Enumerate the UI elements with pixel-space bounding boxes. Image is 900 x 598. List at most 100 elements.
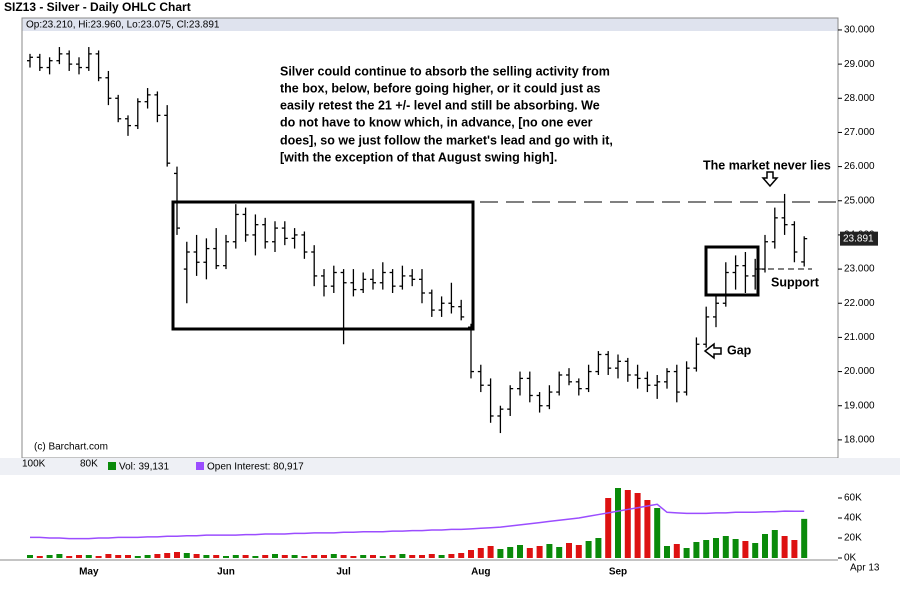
oi-legend: Open Interest: 80,917: [207, 462, 304, 473]
x-tick-label: Jul: [336, 567, 351, 578]
oi-tick-label: 80K: [80, 459, 98, 470]
volume-bar: [291, 555, 298, 558]
volume-bar: [791, 540, 798, 558]
volume-bar: [262, 555, 269, 558]
volume-bar: [193, 554, 200, 558]
volume-bar: [174, 552, 180, 558]
y-tick-label: 26.000: [844, 161, 875, 172]
volume-bar: [379, 556, 386, 558]
volume-bar: [497, 549, 504, 558]
volume-bar: [85, 555, 92, 558]
last-price-tag: [840, 231, 878, 246]
y-tick-label: 20.000: [844, 366, 875, 377]
volume-bar: [281, 555, 288, 558]
volume-bar: [762, 534, 768, 558]
oi-tick-label: 100K: [22, 459, 46, 470]
volume-bar: [144, 555, 151, 558]
volume-bar: [76, 555, 82, 558]
annotation-line: easily retest the 21 +/- level and still…: [280, 98, 600, 112]
volume-bar: [311, 555, 318, 558]
open-interest-line: [30, 503, 805, 540]
volume-bar: [419, 555, 425, 558]
volume-bar: [27, 555, 33, 558]
volume-bar: [242, 555, 249, 558]
volume-bar: [115, 555, 122, 558]
down-arrow: [761, 171, 779, 188]
small-box: [704, 245, 760, 297]
volume-bar: [526, 548, 533, 558]
volume-bar: [644, 500, 651, 558]
volume-bar: [213, 555, 220, 558]
volume-bar: [477, 548, 484, 558]
volume-bar: [703, 540, 710, 558]
y-tick-label: 25.000: [844, 195, 875, 206]
volume-bar: [66, 556, 73, 558]
volume-bar: [595, 538, 602, 558]
volume-bar: [722, 536, 729, 558]
annotation-line: the box, below, before going higher, or …: [280, 81, 600, 95]
volume-bar: [458, 553, 465, 558]
volume-bar: [389, 555, 396, 558]
volume-bar: [164, 553, 171, 558]
volume-bar: [409, 555, 416, 558]
volume-bar: [664, 546, 670, 558]
y-tick-label: 29.000: [844, 59, 875, 70]
volume-bar: [575, 545, 582, 558]
vol-tick-label: 60K: [844, 493, 862, 504]
volume-bar: [742, 541, 749, 558]
chart-subtitle: Op:23.210, Hi:23.960, Lo:23.075, Cl:23.8…: [26, 20, 220, 31]
y-tick-label: 21.000: [844, 332, 875, 343]
volume-bar: [752, 543, 759, 558]
volume-bar: [605, 498, 612, 558]
vol-legend: Vol: 39,131: [119, 462, 169, 473]
volume-bar: [340, 555, 347, 558]
volume-bar: [125, 555, 131, 558]
annotation-peak: The market never lies: [703, 158, 831, 172]
volume-bar: [585, 541, 592, 558]
volume-bar: [134, 556, 141, 558]
vol-legend-swatch: [108, 462, 116, 470]
annotation-line: Silver could continue to absorb the sell…: [280, 64, 610, 78]
x-tick-label: Jun: [217, 567, 235, 578]
y-tick-label: 28.000: [844, 93, 875, 104]
volume-bar: [105, 554, 112, 558]
last-price-label: 23.891: [843, 233, 874, 244]
legend-strip: [0, 458, 900, 475]
volume-bar: [36, 556, 43, 558]
volume-bar: [46, 555, 53, 558]
volume-bar: [654, 508, 661, 558]
volume-bar: [781, 536, 788, 558]
volume-bar: [203, 555, 210, 558]
annotation-line: do not have to know which, in advance, […: [280, 115, 593, 129]
vol-tick-label: 0K: [844, 553, 857, 564]
oi-legend-swatch: [196, 462, 204, 470]
volume-bar: [360, 555, 367, 558]
volume-bar: [321, 555, 327, 558]
vol-tick-label: 40K: [844, 513, 862, 524]
volume-bar: [615, 488, 621, 558]
volume-bar: [370, 555, 376, 558]
volume-bar: [183, 553, 190, 558]
volume-bar: [154, 554, 161, 558]
left-arrow: [703, 342, 722, 360]
volume-bar: [801, 518, 808, 558]
volume-bar: [399, 554, 406, 558]
info-strip: [22, 18, 838, 31]
volume-bar: [330, 554, 337, 558]
volume-bar: [683, 548, 690, 558]
volume-bar: [438, 555, 445, 558]
volume-bar: [673, 544, 680, 558]
header-bar: [0, 0, 900, 16]
y-tick-label: 22.000: [844, 298, 875, 309]
extra-date: Apr 13: [850, 563, 880, 574]
credit: (c) Barchart.com: [34, 442, 108, 453]
volume-bar: [350, 556, 357, 558]
y-tick-label: 18.000: [844, 435, 875, 446]
volume-bar: [252, 556, 259, 558]
annotation-line: [with the exception of that August swing…: [280, 150, 557, 164]
volume-bar: [223, 556, 229, 558]
y-tick-label: 19.000: [844, 400, 875, 411]
range-box: [171, 200, 475, 331]
